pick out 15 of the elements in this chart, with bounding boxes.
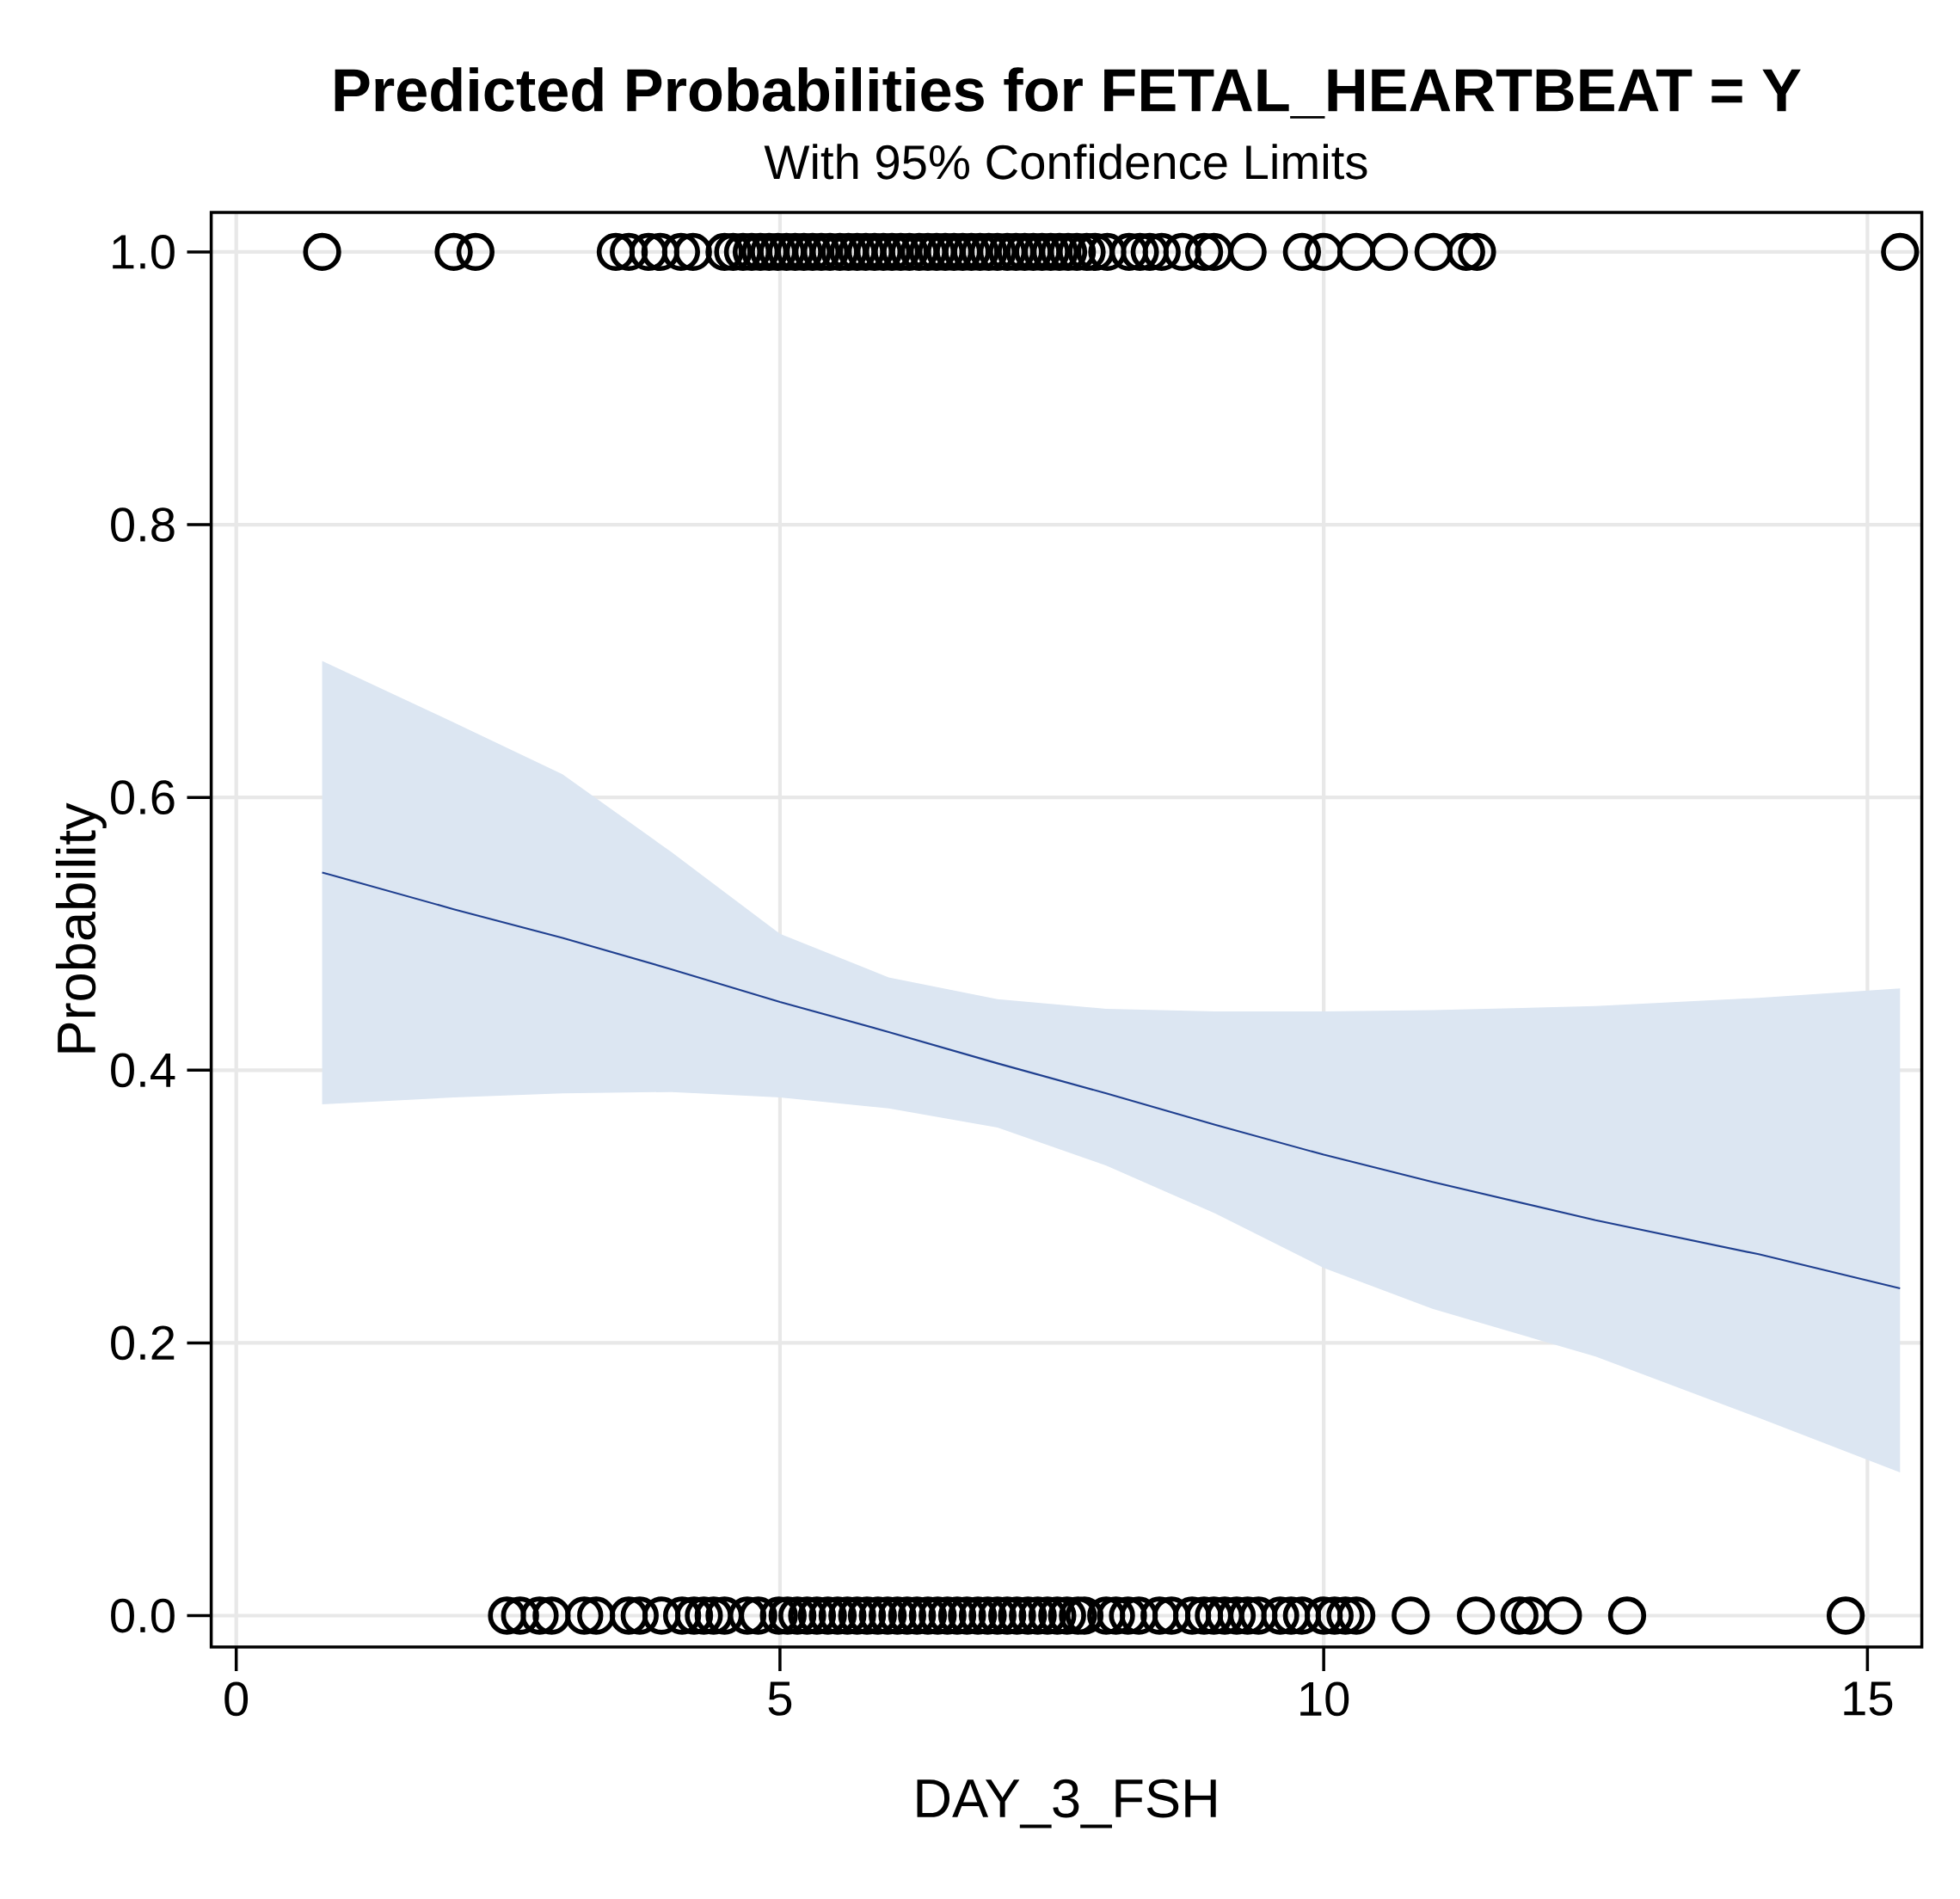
y-tick-label: 0.4 <box>111 1053 175 1088</box>
x-tick-label: 0 <box>224 1681 249 1717</box>
y-tick-label: 0.8 <box>111 507 175 542</box>
y-tick-label: 0.6 <box>111 780 175 815</box>
y-tick-label: 0.2 <box>111 1325 175 1361</box>
line-series <box>321 871 1902 1290</box>
x-tick-label: 5 <box>768 1681 792 1716</box>
y-axis-title: Probability <box>55 802 107 1053</box>
x-tick-label: 15 <box>1844 1681 1893 1716</box>
chart-title: Predicted Probabilities for FETAL_HEARTBEAT = Y <box>335 67 1801 119</box>
x-tick-label: 10 <box>1300 1681 1349 1717</box>
x-axis-title: DAY_3_FSH <box>917 1779 1216 1828</box>
chart-subtitle: With 95% Confidence Limits <box>764 144 1367 180</box>
y-tick-label: 0.0 <box>111 1598 175 1633</box>
y-tick-label: 1.0 <box>113 235 175 269</box>
